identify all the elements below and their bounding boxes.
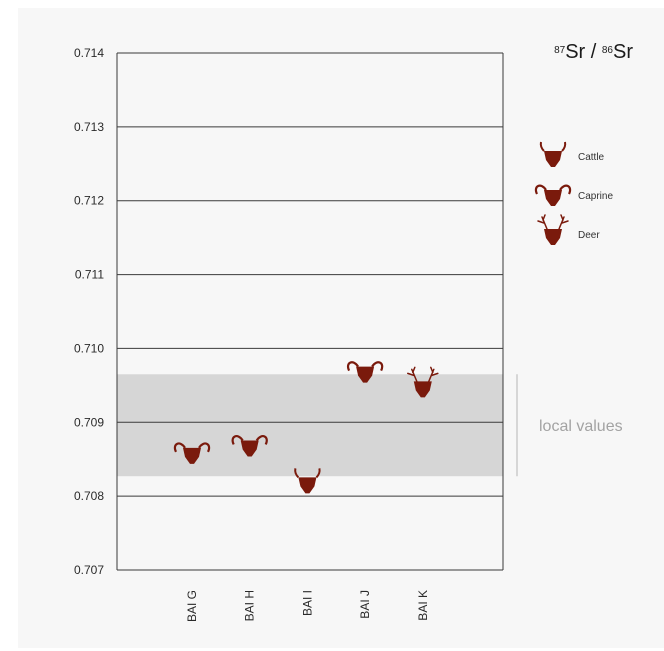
head-shape xyxy=(544,151,562,167)
legend-label: Cattle xyxy=(578,152,605,163)
data-point-cattle xyxy=(294,468,321,494)
head-shape xyxy=(544,229,562,245)
deer-icon xyxy=(537,214,569,245)
horn-right xyxy=(198,442,211,453)
data-point-caprine xyxy=(231,435,268,457)
head-shape xyxy=(298,477,317,494)
y-tick-label: 0.713 xyxy=(74,120,104,134)
y-tick-label: 0.714 xyxy=(74,46,104,60)
horn-left xyxy=(347,361,360,372)
head-shape xyxy=(356,366,375,383)
x-tick-labels: BAI G BAI H BAI I BAI J BAI K xyxy=(185,590,430,622)
x-tick-label: BAI J xyxy=(358,590,372,619)
legend-label: Deer xyxy=(578,230,600,241)
head-shape xyxy=(240,440,259,457)
gridlines xyxy=(116,52,504,571)
y-tick-label: 0.707 xyxy=(74,563,104,577)
data-point-deer xyxy=(407,366,439,398)
title-superscript-87: 87 xyxy=(554,45,566,56)
x-tick-label: BAI I xyxy=(300,590,314,616)
x-tick-label: BAI G xyxy=(185,590,199,622)
horn-left xyxy=(294,468,300,479)
title-superscript-86: 86 xyxy=(602,45,614,56)
chart-panel xyxy=(18,8,664,648)
local-values-band xyxy=(117,374,503,477)
head-shape xyxy=(413,381,432,398)
head-shape xyxy=(183,447,201,464)
data-point-caprine xyxy=(173,442,211,464)
x-tick-label: BAI H xyxy=(243,590,257,621)
x-tick-label: BAI K xyxy=(416,590,430,621)
legend-label: Caprine xyxy=(578,191,613,202)
chart-title: 87Sr / 86Sr xyxy=(554,41,633,63)
head-shape xyxy=(544,190,562,206)
y-tick-labels: 0.707 0.708 0.709 0.710 0.711 0.712 0.713 0.714 xyxy=(74,46,104,577)
y-tick-label: 0.712 xyxy=(74,194,104,208)
y-tick-label: 0.709 xyxy=(74,415,104,429)
legend: Cattle Caprine Deer xyxy=(534,141,613,245)
horn-left xyxy=(534,184,547,195)
data-point-caprine xyxy=(347,361,384,383)
horn-left xyxy=(231,435,244,445)
horn-right xyxy=(559,184,572,195)
title-sr-over: Sr / xyxy=(565,41,602,63)
local-values-label: local values xyxy=(539,418,623,435)
caprine-icon xyxy=(534,184,572,206)
horn-left xyxy=(539,141,545,152)
horn-right xyxy=(371,361,384,372)
y-tick-label: 0.711 xyxy=(75,268,104,282)
horn-right xyxy=(561,141,567,152)
horn-left xyxy=(173,442,186,453)
antlers xyxy=(537,214,569,230)
data-points xyxy=(173,361,439,494)
title-sr: Sr xyxy=(613,41,633,63)
antlers xyxy=(407,366,439,383)
cattle-icon xyxy=(539,141,567,167)
y-tick-label: 0.708 xyxy=(74,489,104,503)
horn-right xyxy=(315,468,321,479)
horn-right xyxy=(255,435,268,445)
y-tick-label: 0.710 xyxy=(74,341,104,355)
